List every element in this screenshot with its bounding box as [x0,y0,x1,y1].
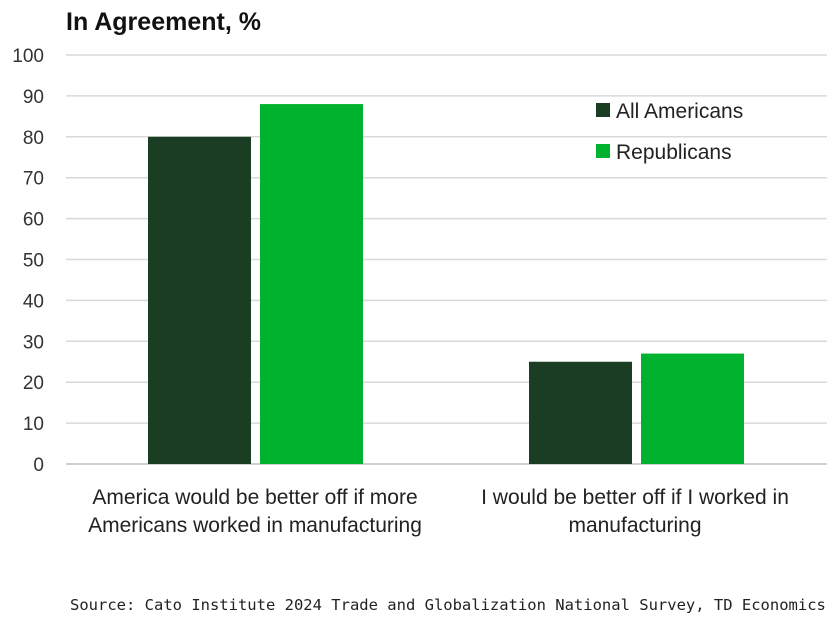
y-tick-label-20: 20 [23,373,44,394]
bar-all-americans-2 [529,361,632,464]
legend-label-all-americans: All Americans [616,100,743,123]
category-label-1-line-1: America would be better off if more [92,486,418,509]
y-tick-label-50: 50 [23,251,44,272]
category-label-2: I would be better off if I worked in man… [440,484,827,540]
category-label-1: America would be better off if more Amer… [60,484,450,540]
category-label-2-line-2: manufacturing [568,514,702,537]
y-tick-label-70: 70 [23,169,44,190]
legend: All Americans Republicans [596,100,743,164]
chart-title: In Agreement, % [66,8,261,36]
y-tick-label-80: 80 [23,128,44,149]
y-tick-label-60: 60 [23,210,44,231]
legend-label-republicans: Republicans [616,141,732,164]
y-axis-ticks: 0 10 20 30 40 50 60 70 80 90 100 [12,46,44,476]
category-label-2-line-1: I would be better off if I worked in [481,486,789,509]
bar-republicans-2 [641,353,744,464]
source-note: Source: Cato Institute 2024 Trade and Gl… [70,596,827,614]
y-tick-label-30: 30 [23,332,44,353]
legend-swatch-all-americans [596,103,610,117]
y-tick-label-100: 100 [12,46,44,67]
legend-swatch-republicans [596,144,610,158]
y-tick-label-40: 40 [23,291,44,312]
bar-all-americans-1 [148,136,251,465]
y-tick-label-10: 10 [23,414,44,435]
y-tick-label-90: 90 [23,87,44,108]
bar-republicans-1 [260,104,363,464]
y-tick-label-0: 0 [33,455,44,476]
bars [148,104,744,465]
category-label-1-line-2: Americans worked in manufacturing [88,514,422,537]
